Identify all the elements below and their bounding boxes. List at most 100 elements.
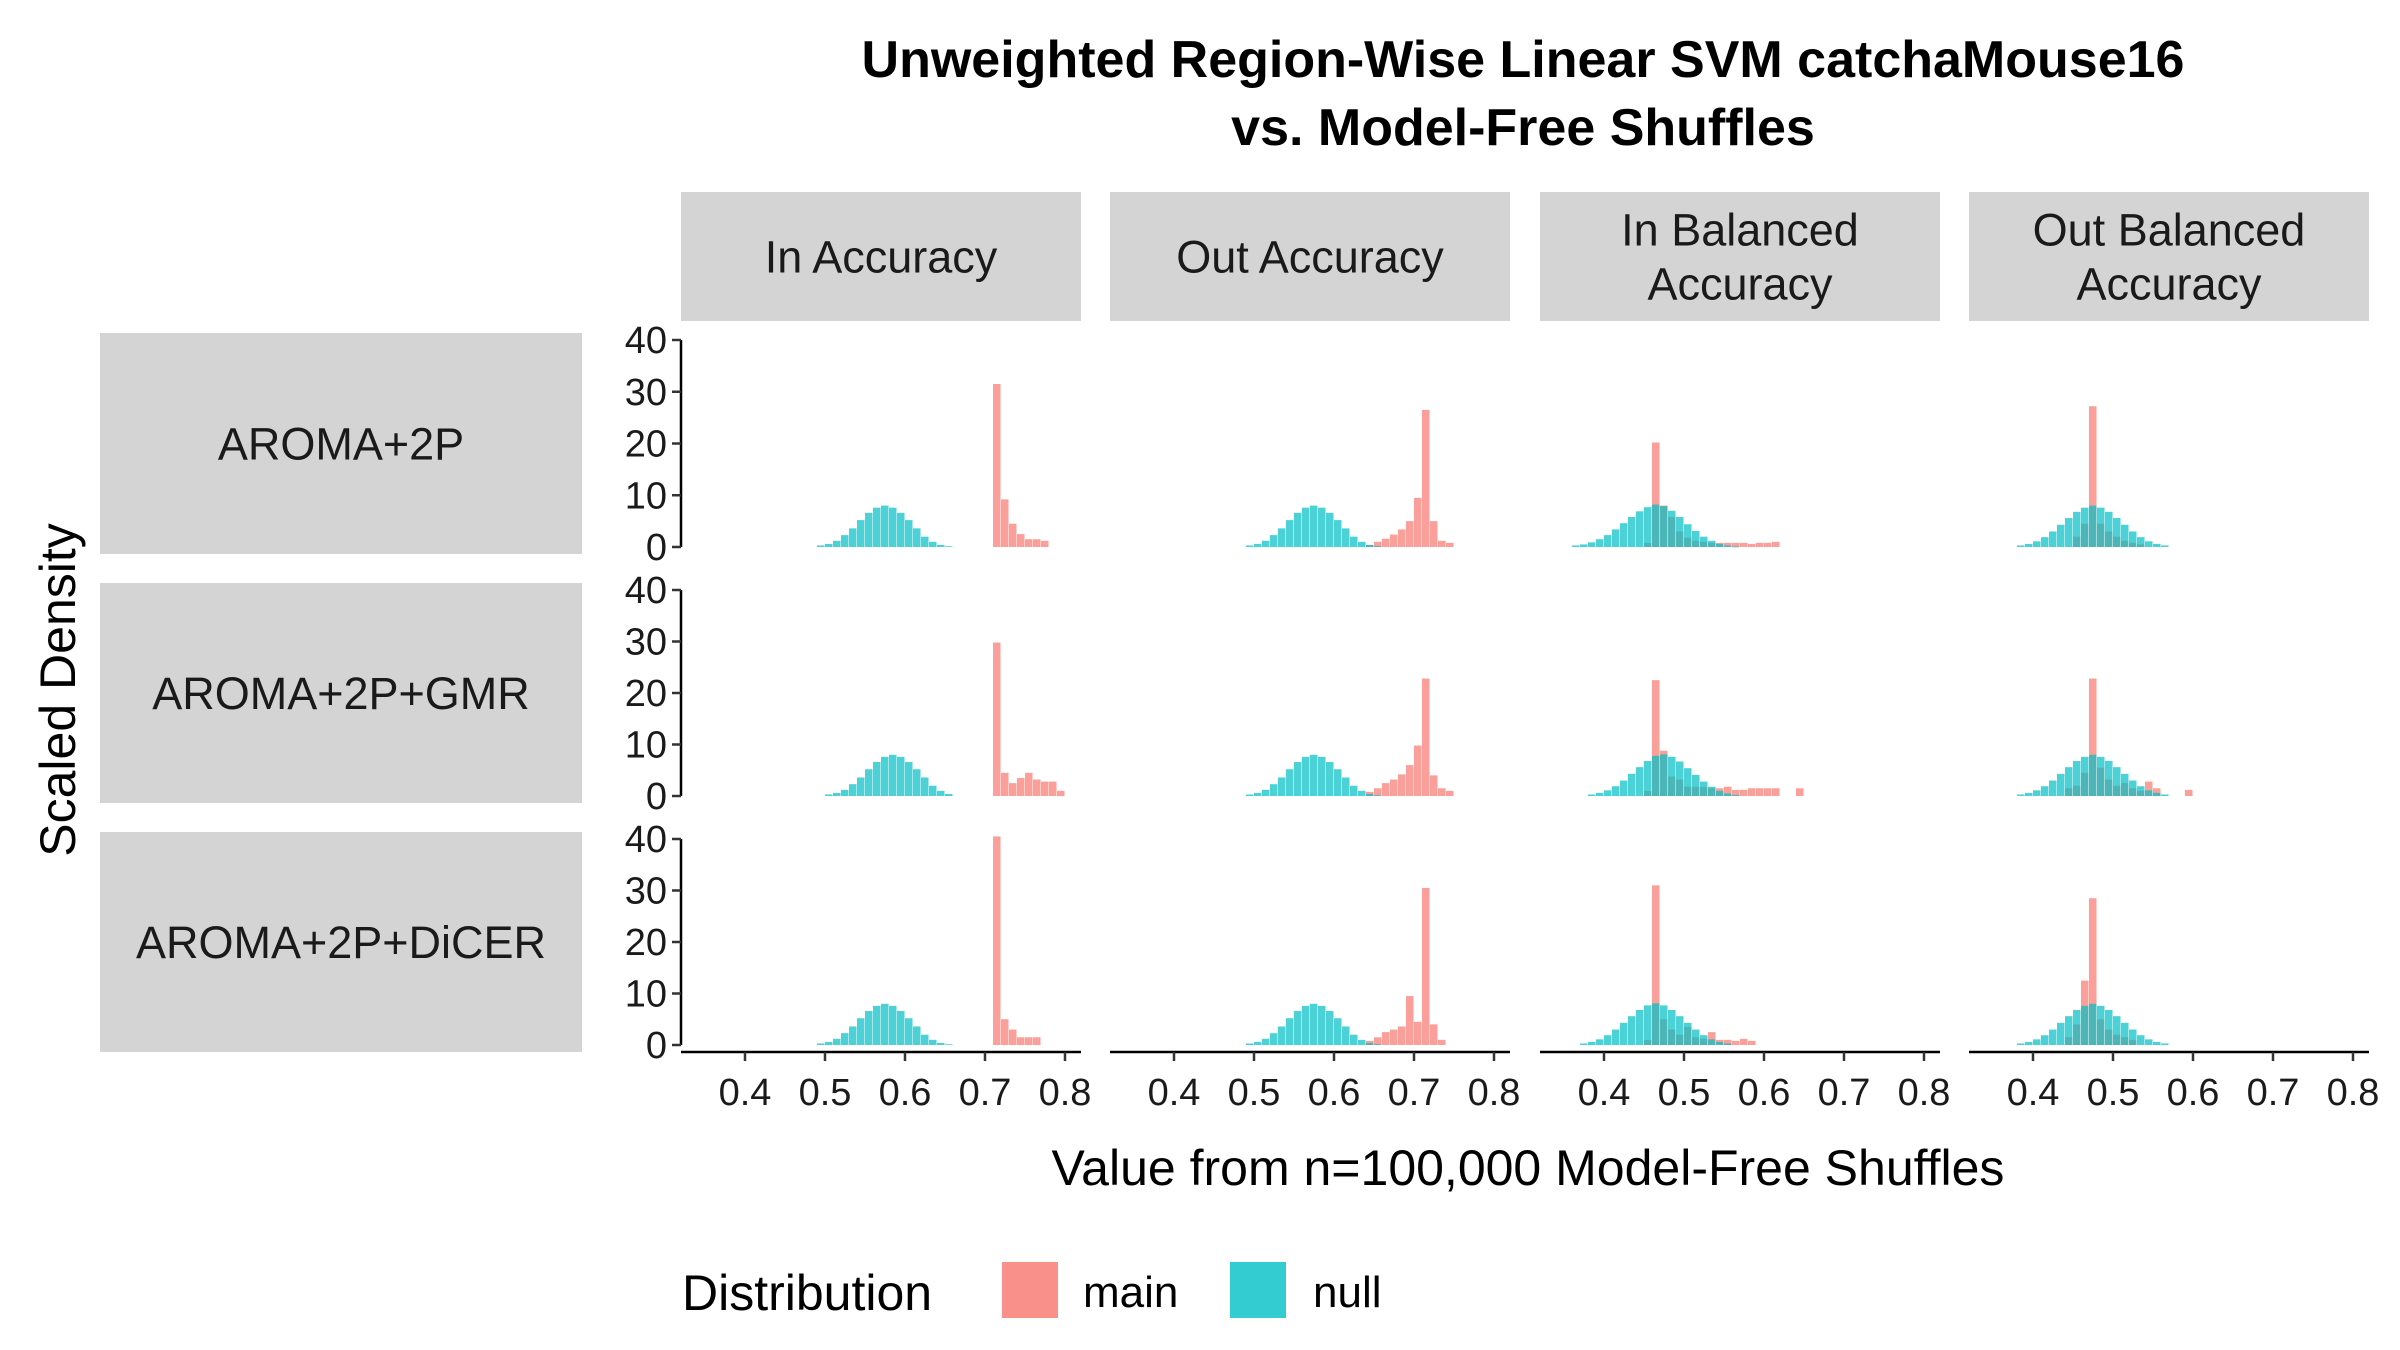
null-bar (2097, 1005, 2105, 1045)
main-bar (1041, 781, 1049, 796)
main-bar (1652, 442, 1660, 547)
main-bar (1422, 678, 1430, 796)
null-bar (1700, 1035, 1708, 1045)
main-bar (1756, 788, 1764, 796)
row-strip (100, 333, 582, 554)
null-bar (2089, 1003, 2097, 1045)
main-bar (2185, 789, 2193, 796)
null-legend-key (1230, 1262, 1286, 1318)
null-bar (2105, 1009, 2113, 1045)
null-bar (865, 512, 873, 547)
x-tick-label: 0.7 (959, 1072, 1012, 1114)
main-bar (1708, 1032, 1716, 1045)
panel (825, 642, 1065, 796)
null-bar (1278, 1026, 1286, 1045)
main-bar (1724, 1039, 1732, 1045)
row-strip (100, 832, 582, 1052)
facet-panels (817, 383, 2193, 1046)
null-bar (1588, 542, 1596, 547)
x-tick-label: 0.8 (1039, 1072, 1092, 1114)
null-bar (2025, 543, 2033, 547)
main-bar (1374, 541, 1382, 547)
main-bar (1414, 745, 1422, 796)
column-strip (1540, 192, 1940, 321)
null-bar (817, 1043, 825, 1045)
null-bar (1270, 535, 1278, 547)
null-bar (1732, 546, 1740, 548)
null-bar (1366, 544, 1374, 547)
null-bar (1246, 794, 1254, 796)
y-tick-label: 40 (625, 320, 667, 362)
main-bar (1740, 1038, 1748, 1045)
null-bar (1350, 536, 1358, 547)
main-bar (1732, 542, 1740, 547)
main-bar (2145, 781, 2153, 796)
null-bar (857, 1018, 865, 1045)
null-bar (1294, 1011, 1302, 1045)
main-bar (1748, 543, 1756, 547)
main-bar (1017, 777, 1025, 796)
y-tick-label: 20 (625, 424, 667, 466)
y-axis-title: Scaled Density (30, 523, 86, 857)
null-bar (889, 507, 897, 547)
main-bar (1724, 786, 1732, 796)
main-bar (1382, 1032, 1390, 1045)
null-bar (1262, 1038, 1270, 1045)
legend-title: Distribution (682, 1265, 932, 1321)
main-bar (1740, 542, 1748, 547)
null-bar (1676, 761, 1684, 796)
main-bar (1398, 529, 1406, 547)
null-bar (1660, 1005, 1668, 1045)
main-bar (1374, 1037, 1382, 1045)
null-bar (1684, 524, 1692, 547)
null-bar (833, 792, 841, 796)
null-bar (841, 1033, 849, 1045)
null-bar (1572, 545, 1580, 547)
null-bar (1612, 1029, 1620, 1045)
null-bar (1668, 1009, 1676, 1045)
null-bar (1716, 543, 1724, 547)
row-strip (100, 583, 582, 803)
main-bar (1009, 523, 1017, 547)
null-bar (1708, 540, 1716, 547)
null-bar (2089, 754, 2097, 796)
null-bar (1254, 543, 1262, 547)
null-bar (2097, 507, 2105, 547)
null-bar (1620, 523, 1628, 547)
y-tick-label: 30 (625, 871, 667, 913)
main-bar (1422, 887, 1430, 1045)
null-bar (1310, 1003, 1318, 1045)
null-bar (929, 785, 937, 796)
null-bar (1660, 754, 1668, 796)
panel (1580, 885, 1756, 1045)
x-tick-label: 0.7 (1818, 1072, 1871, 1114)
null-bar (1596, 792, 1604, 796)
null-bar (2073, 1009, 2081, 1045)
main-bar (1732, 1040, 1740, 1045)
null-bar (1580, 1043, 1588, 1045)
main-bar (1382, 538, 1390, 547)
main-bar (2089, 678, 2097, 796)
null-bar (1612, 786, 1620, 796)
main-bar (1017, 534, 1025, 547)
main-bar (1001, 1019, 1009, 1045)
null-bar (2065, 767, 2073, 796)
null-bar (1334, 769, 1342, 796)
null-bar (825, 794, 833, 796)
null-bar (2097, 756, 2105, 796)
legend: Distribution main null (682, 1262, 1382, 1321)
null-bar (1358, 1039, 1366, 1045)
null-bar (857, 520, 865, 547)
main-bar (1009, 783, 1017, 796)
null-bar (1334, 520, 1342, 547)
null-bar (1246, 1043, 1254, 1045)
null-bar (2049, 780, 2057, 796)
column-strip-label: In Balanced Accuracy (1621, 205, 1859, 310)
null-bar (2105, 760, 2113, 796)
y-tick-label: 10 (625, 974, 667, 1016)
null-bar (2057, 773, 2065, 796)
null-bar (849, 528, 857, 547)
main-legend-label: main (1083, 1268, 1178, 1317)
main-bar (1652, 680, 1660, 796)
